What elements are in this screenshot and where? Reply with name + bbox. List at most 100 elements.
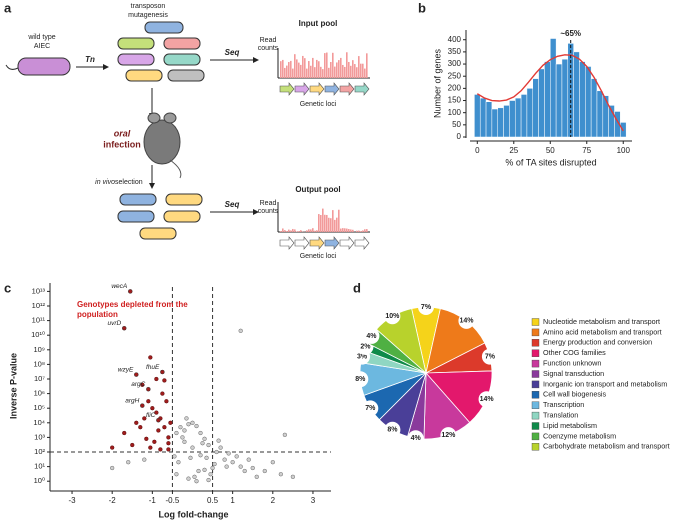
point [167,436,171,440]
panel-label: c [4,280,11,295]
point [215,450,219,454]
y-tick-label: 10¹⁰ [31,330,45,339]
mini-bar [334,67,336,78]
point [185,417,189,421]
point [251,466,255,470]
bar [474,94,480,137]
gene-arrow [340,83,354,95]
legend-label: Coenzyme metabolism [543,431,616,440]
point [271,460,275,464]
mini-chart [278,202,370,249]
y-tick-label: 10¹³ [32,286,46,295]
mini-bar [312,228,314,232]
mini-bar [344,67,346,78]
bacterium [118,211,154,222]
y-tick-label: 10⁴ [33,418,45,427]
mini-bar [336,218,338,232]
gene-arrow [325,83,339,95]
point [283,433,287,437]
bacterium [118,54,154,65]
gene-arrow [310,83,324,95]
point [203,468,207,472]
legend-swatch [532,423,539,430]
bar [603,96,609,137]
point [175,431,179,435]
mini-bar [292,229,294,232]
mini-bar [302,56,304,78]
y-tick-label: 10⁶ [34,389,45,398]
y-tick-label: 10⁹ [33,345,45,354]
point [164,399,168,403]
mini-bar [354,64,356,78]
x-tick-label: -2 [109,496,117,505]
diagram-text: counts [258,208,279,215]
mini-bar [284,230,286,232]
bar [591,79,597,137]
flagellum [6,65,18,69]
slice-label: 8% [355,376,366,383]
bacterium [126,70,162,81]
y-axis-label: Number of genes [432,48,442,118]
y-tick-label: 50 [452,120,461,129]
legend-swatch [532,433,539,440]
mini-bar [360,64,362,78]
x-tick-label: 2 [271,496,276,505]
bar [539,69,545,137]
point [158,448,162,452]
legend-label: Function unknown [543,359,601,368]
point [239,465,243,469]
mini-bar [320,215,322,232]
point [255,475,259,479]
point [207,443,211,447]
legend-label: Other COG families [543,348,606,357]
bar [486,102,492,137]
gene-point [122,326,126,330]
slice-label: 7% [485,353,496,360]
mini-bar [348,229,350,232]
point [187,477,191,481]
legend-swatch [532,350,539,357]
mini-bar [310,66,312,78]
slice-label: 8% [387,427,398,434]
mini-bar [322,209,324,232]
mini-bar [332,53,334,78]
point [146,399,150,403]
point [191,421,195,425]
mini-bar [306,69,308,78]
gene-point [160,370,164,374]
diagram-text: oral [114,128,131,138]
legend-label: Nucleotide metabolism and transport [543,317,660,326]
diagram-text: Tn [85,55,95,64]
mini-bar [342,65,344,78]
point [142,458,146,462]
mini-bar [282,228,284,232]
mini-bar [316,230,318,232]
mini-bar [362,230,364,232]
mini-bar [324,215,326,232]
y-tick-label: 10¹² [32,301,46,310]
point [189,456,193,460]
y-tick-label: 250 [448,71,462,80]
mini-bar [290,230,292,232]
point [231,460,235,464]
mini-bar [342,228,344,232]
bar [515,98,521,137]
point [213,462,217,466]
mini-bar [300,230,302,232]
mini-bar [322,69,324,78]
legend-swatch [532,412,539,419]
point [193,475,197,479]
legend-label: Inorganic ion transport and metabolism [543,379,667,388]
gene-point [134,373,138,377]
mini-bar [346,52,348,78]
point [181,436,185,440]
mini-bar [286,66,288,78]
gene-point [156,418,160,422]
mini-bar [362,64,364,78]
point [169,421,173,425]
x-axis-label: % of TA sites disrupted [505,157,596,167]
legend-swatch [532,319,539,326]
bar [550,39,556,137]
legend-swatch [532,391,539,398]
x-tick-label: 50 [546,146,555,155]
